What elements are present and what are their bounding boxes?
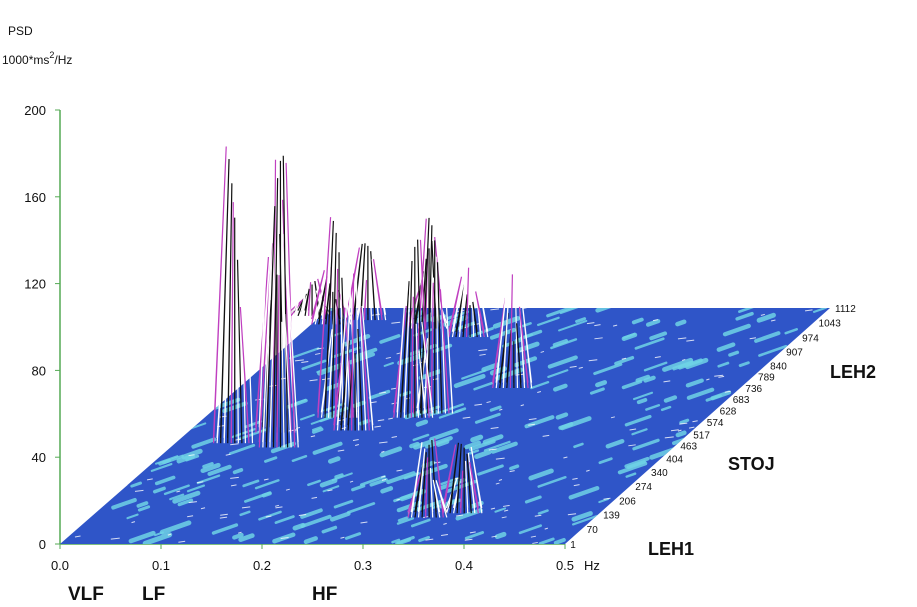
z-tick-label: 206 [619,496,636,507]
z-tick-label: 517 [693,430,710,441]
z-tick-label: 907 [786,348,803,359]
z-tick-label: 789 [758,373,775,384]
x-tick-label: 0.0 [51,558,69,573]
phase-label-leh1: LEH1 [648,539,694,559]
band-label-vlf: VLF [68,584,104,605]
psd-peak [448,266,489,338]
y-tick-label: 40 [32,450,46,465]
psd-peak [333,273,374,431]
z-tick-label: 840 [770,362,787,373]
y-axis-title-line1: PSD [8,24,33,38]
z-tick-label: 463 [680,442,697,453]
z-tick-label: 574 [707,418,724,429]
band-label-lf: LF [142,584,165,605]
x-tick-label: 0.2 [253,558,271,573]
y-tick-label: 0 [39,537,46,552]
z-tick-label: 404 [666,454,683,465]
x-axis-unit-label: Hz [584,558,600,573]
x-tick-label: 0.5 [556,558,574,573]
z-tick-label: 974 [802,333,819,344]
y-axis-title-line2: 1000*ms2/Hz [2,50,72,67]
psd-peak [212,144,254,444]
psd-peak [392,239,434,418]
psd-peak [492,274,533,389]
y-tick-label: 80 [32,363,46,378]
phase-label-leh2: LEH2 [830,362,876,382]
y-tick-label: 200 [24,103,46,118]
z-tick-label: 274 [635,482,652,493]
z-tick-label: 736 [745,384,762,395]
surface-floor [60,308,830,544]
psd-peak [258,155,299,448]
x-tick-label: 0.4 [455,558,473,573]
y-tick-label: 160 [24,190,46,205]
x-tick-label: 0.3 [354,558,372,573]
z-tick-label: 70 [587,525,599,536]
psd-peak [407,438,448,518]
psd-peak [442,442,483,514]
surface-peaks [212,144,533,518]
z-tick-label: 340 [651,468,668,479]
y-tick-label: 120 [24,277,46,292]
z-tick-label: 683 [733,395,750,406]
x-tick-label: 0.1 [152,558,170,573]
phase-label-stoj: STOJ [728,454,775,474]
z-tick-label: 628 [720,407,737,418]
band-label-hf: HF [312,584,337,605]
z-tick-label: 1112 [835,304,856,315]
z-tick-label: 1 [570,540,576,551]
z-tick-label: 1043 [819,319,842,330]
z-tick-label: 139 [603,511,620,522]
